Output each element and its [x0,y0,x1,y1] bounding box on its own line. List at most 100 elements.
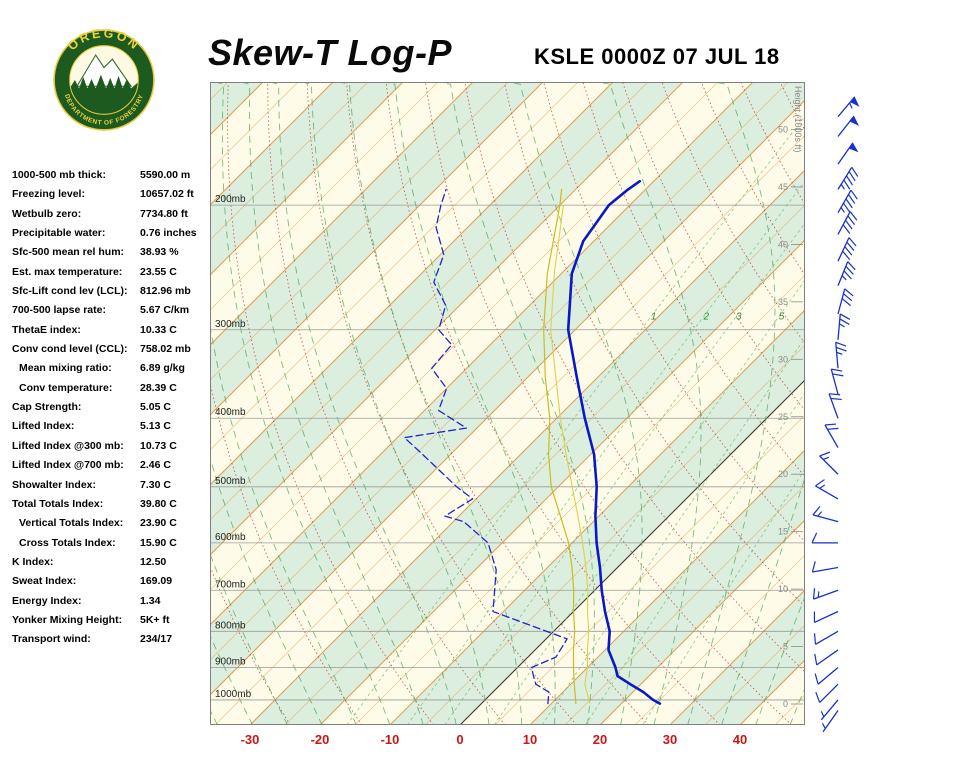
stat-row: Cross Totals Index: 15.90 C [12,534,212,553]
dewpoint-trace [403,188,568,705]
wind-barb [837,288,846,315]
stat-value: 23.90 C [140,517,177,530]
wind-barb [837,96,856,118]
stat-value: 169.09 [140,575,173,588]
wind-barb [819,455,839,475]
stat-label: Freezing level: [12,188,85,201]
wind-barb [837,142,854,165]
stat-value: 5.05 C [140,401,171,414]
stat-label: Vertical Totals Index: [19,517,124,530]
stat-value: 12.50 [140,555,167,568]
stat-row: Sfc-500 mean rel hum: 38.93 % [12,243,212,262]
stats-panel: 1000-500 mb thick: 5590.00 m Freezing leve… [12,166,212,650]
stat-label: Total Totals Index: [12,497,104,510]
height-tick-label: 20 [778,469,788,479]
stat-row: Sfc-Lift cond lev (LCL): 812.96 mb [12,282,212,301]
temp-tick-label: 40 [733,732,747,747]
wind-barb [813,589,839,600]
stat-row: Freezing level: 10657.02 ft [12,185,212,204]
pressure-label: 400mb [215,407,246,418]
pressure-labels: 200mb 300mb 400mb 500mb 600mb 700mb 800mb 900mb… [215,194,252,700]
height-tick-label: 25 [778,412,788,422]
logo-outer-border [53,29,155,131]
odf-logo: OREGON DEPARTMENT OF FORESTRY [53,26,155,131]
sounding-traces [403,179,662,705]
chart-frame [210,82,805,725]
stat-label: Est. max temperature: [12,265,123,278]
height-tick-label: 5 [783,642,788,652]
stat-label: Cross Totals Index: [19,536,116,549]
stat-label: Yonker Mixing Height: [12,613,123,626]
wind-barb [837,211,851,235]
temp-tick-label: 0 [456,732,463,747]
stat-row: Yonker Mixing Height: 5K+ ft [12,611,212,630]
temp-tick-label: 10 [523,732,537,747]
pressure-label: 500mb [215,476,246,487]
height-tick-label: 30 [778,354,788,364]
height-tick-label: 10 [778,584,788,594]
stat-label: Wetbulb zero: [12,207,82,220]
wind-barb [824,424,839,448]
wind-barb [837,166,853,190]
mixing-ratio-label: 5 [779,311,785,322]
stat-value: 234/17 [140,633,173,646]
stat-row: 700-500 lapse rate: 5.67 C/km [12,301,212,320]
mixing-ratio-lines [346,115,805,725]
mixing-ratio-label: 2 [702,311,709,322]
height-tick-label: 45 [778,182,788,192]
stat-row: Energy Index: 1.34 [12,592,212,611]
stat-row: Precipitable water: 0.76 inches [12,224,212,243]
stat-label: Cap Strength: [12,401,82,414]
moist-adiabats [210,82,805,725]
logo-mountain-forest-scene [69,54,139,115]
stat-value: 10.73 C [140,439,177,452]
temp-tick-label: -10 [381,732,400,747]
stat-row: Transport wind: 234/17 [12,630,212,649]
mixing-ratio-label: 1 [651,311,657,322]
stat-row: Total Totals Index: 39.80 C [12,495,212,514]
stat-value: 23.55 C [140,265,177,278]
stat-row: Est. max temperature: 23.55 C [12,263,212,282]
wind-barb [816,649,839,666]
stat-row: Conv cond level (CCL): 758.02 mb [12,340,212,359]
stat-value: 5590.00 m [140,169,191,181]
pressure-label: 900mb [215,657,246,668]
stat-value: 10657.02 ft [140,188,194,201]
stat-label: Lifted Index: [12,420,75,433]
height-tick-label: 35 [778,297,788,307]
stat-label: ThetaE index: [12,323,81,336]
stat-row: Lifted Index @700 mb: 2.46 C [12,456,212,475]
pressure-label: 600mb [215,532,246,543]
wind-barb [817,667,839,685]
stat-row: Mean mixing ratio: 6.89 g/kg [12,359,212,378]
height-axis-label: Height (1000s ft) [793,86,803,153]
wind-barb [837,261,849,287]
temperature-trace [566,179,662,705]
stat-value: 28.39 C [140,381,177,394]
stat-label: Showalter Index: [12,478,97,491]
height-tick-label: 50 [778,125,788,135]
stat-value: 2.46 C [140,459,171,472]
stat-value: 0.76 inches [140,227,197,240]
forest-icon [69,74,139,115]
wind-barb [812,514,839,523]
mixing-ratio-label: 3 [736,311,742,322]
isotherms [210,82,805,725]
stat-value: 6.89 g/kg [140,362,185,375]
wind-barb [815,485,839,500]
wind-barb [837,237,850,262]
stat-value: 812.96 mb [140,285,191,298]
stat-label: Transport wind: [12,633,91,646]
wind-barb [822,710,839,733]
height-scale: 0 5 10 15 20 25 30 35 40 45 50 Height (1000s ft) [778,86,803,709]
stat-value: 39.80 C [140,497,177,510]
stat-value: 15.90 C [140,536,177,549]
stat-label: Sfc-Lift cond lev (LCL): [12,285,128,298]
page-title: Skew-T Log-P [208,32,453,73]
stat-value: 758.02 mb [140,343,191,356]
parcel-trace [550,204,591,705]
stat-row: Conv temperature: 28.39 C [12,379,212,398]
temp-tick-label: -20 [311,732,330,747]
station-id: KSLE 0000Z 07 JUL 18 [534,44,780,69]
